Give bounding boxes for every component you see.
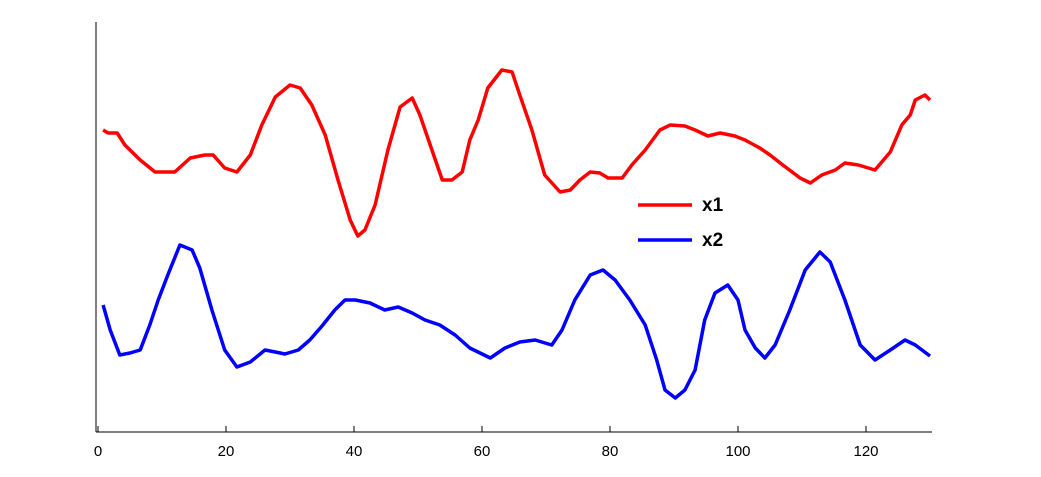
x-tick-label: 100 xyxy=(725,443,750,460)
legend: x1 x2 xyxy=(625,190,740,262)
legend-box xyxy=(625,190,740,262)
x-tick-label: 0 xyxy=(94,443,102,460)
legend-label: x1 xyxy=(702,195,724,216)
x-tick-label: 20 xyxy=(218,443,235,460)
x-tick-label: 40 xyxy=(346,443,363,460)
x-tick-label: 120 xyxy=(853,443,878,460)
series-line xyxy=(102,68,932,238)
x-tick-label: 80 xyxy=(602,443,619,460)
legend-label: x2 xyxy=(702,230,723,251)
series-line xyxy=(101,243,932,400)
x-tick-label: 60 xyxy=(474,443,491,460)
